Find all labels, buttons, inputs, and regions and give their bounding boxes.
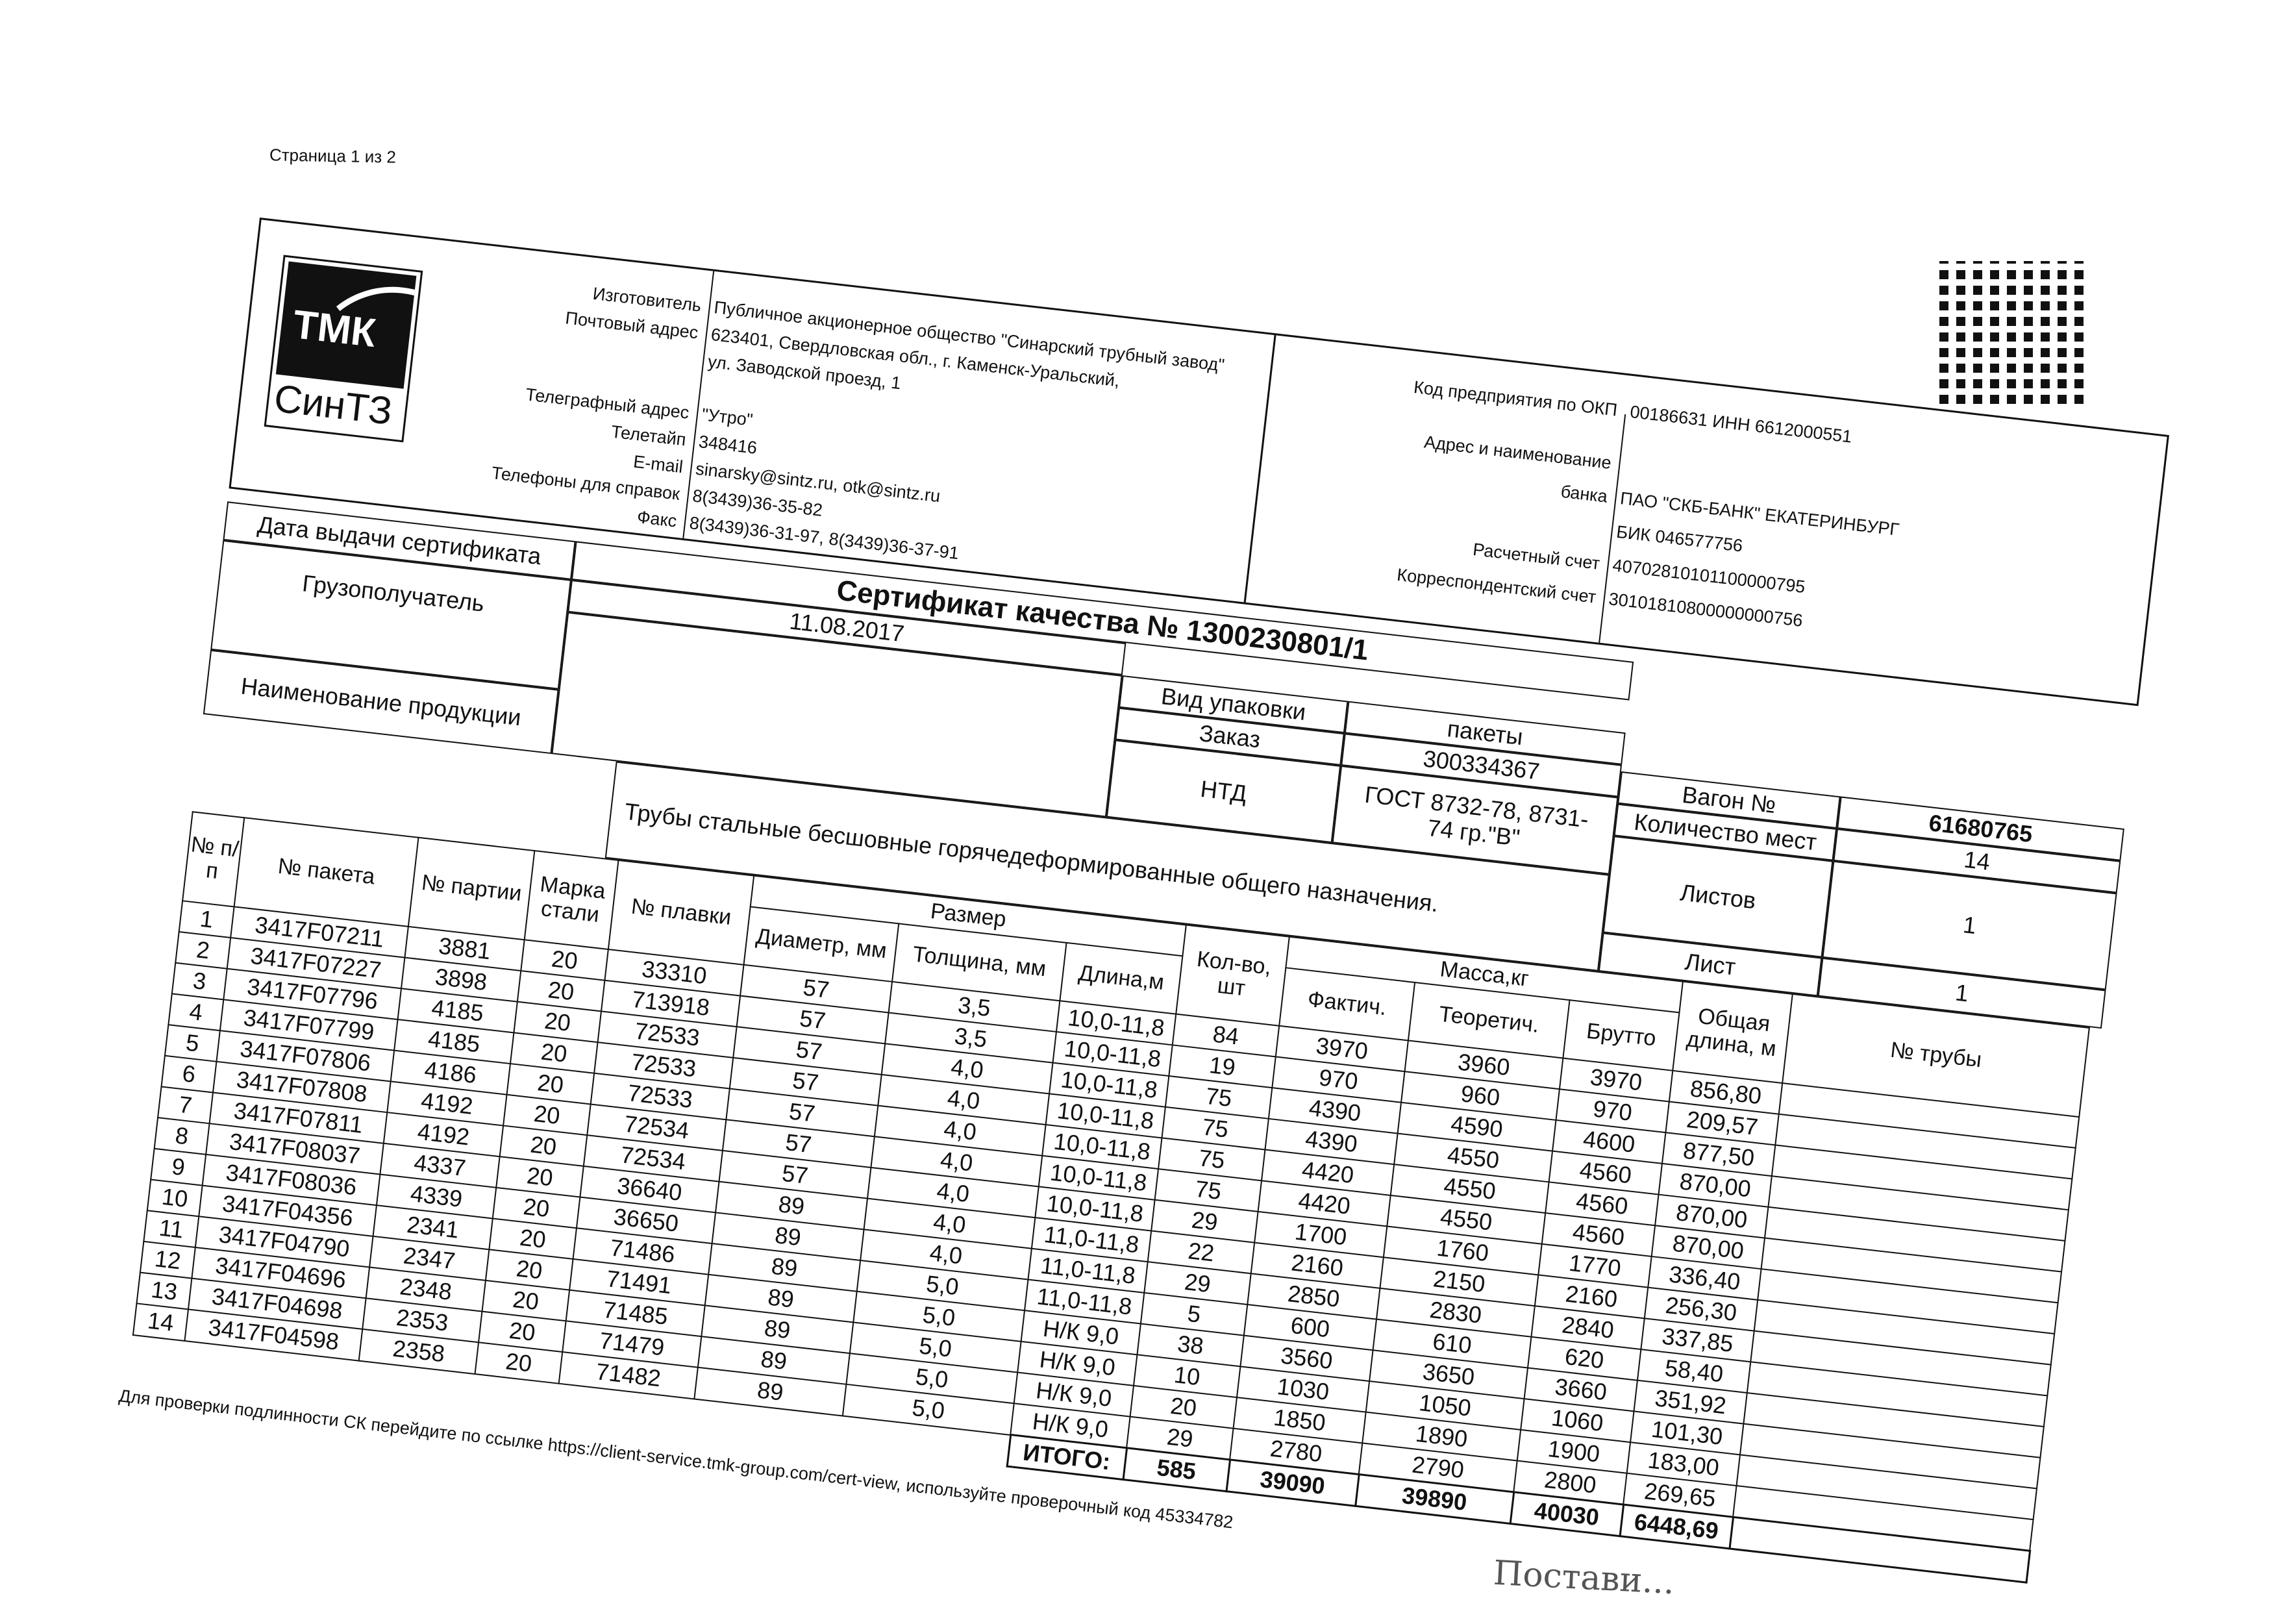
header-label: Изготовитель — [591, 283, 703, 316]
col-num: № п/п — [182, 812, 245, 907]
header-value: 348416 — [697, 431, 758, 458]
col-heat: № плавки — [608, 860, 754, 965]
col-qty: Кол-во, шт — [1176, 925, 1289, 1026]
header-value: "Утро" — [701, 405, 754, 430]
handwritten-stamp: Постави... — [1492, 1553, 1676, 1603]
header-value: БИК 046577756 — [1615, 521, 1744, 556]
header-value: 40702810101100000795 — [1611, 555, 1806, 597]
header-label: E-mail — [632, 451, 684, 477]
header-label: Код предприятия по ОКП — [1412, 377, 1619, 420]
header-value: 00186631 ИНН 6612000551 — [1629, 401, 1853, 447]
header-label: банка — [1560, 481, 1609, 506]
header-label: Телетайп — [610, 421, 688, 450]
header-value: 8(3439)36-31-97, 8(3439)36-37-91 — [688, 513, 960, 564]
quality-certificate: ТМК СинТЗ Изготовитель Публичное акционер… — [118, 218, 2169, 1597]
header-label: Адрес и наименование — [1423, 432, 1613, 473]
tmk-sintz-logo: ТМК СинТЗ — [264, 255, 423, 443]
col-steel: Марка стали — [524, 851, 619, 950]
col-total-length: Общая длина, м — [1673, 981, 1793, 1084]
header-label: Корреспондентский счет — [1396, 564, 1597, 607]
header-label: Расчетный счет — [1471, 539, 1601, 573]
header-label: Телеграфный адрес — [524, 384, 690, 423]
header-value: 30101810800000000756 — [1608, 589, 1804, 631]
page-number: Страница 1 из 2 — [269, 145, 397, 167]
header-label: Факс — [636, 506, 678, 531]
col-batch: № партии — [408, 837, 535, 940]
qr-code — [1939, 261, 2089, 411]
